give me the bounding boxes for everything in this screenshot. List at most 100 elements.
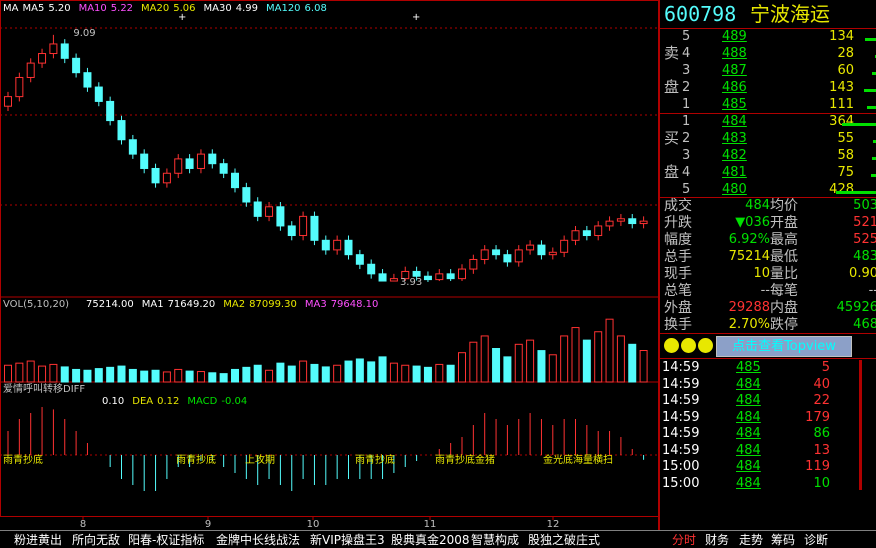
stat-value: --	[868, 283, 876, 298]
candle-body	[231, 172, 239, 189]
candle-body	[15, 76, 24, 98]
volume-bar	[367, 361, 376, 383]
volume-bar	[863, 89, 876, 92]
volume-bar	[503, 356, 512, 383]
candle-body	[60, 43, 69, 59]
quote-panel: 600798 宁波海运卖盘 5 489 134 4 488 28 3 487 60 2 486 143 1 4…	[658, 0, 876, 530]
price: 483	[722, 131, 747, 146]
candle-body	[208, 153, 217, 165]
stat-label: 升跌	[664, 215, 692, 231]
indicator-dot	[681, 338, 696, 353]
legend-value: 5.22	[111, 3, 133, 14]
volume-bar	[174, 368, 183, 383]
candle-body	[265, 206, 274, 217]
stat-label: 成交	[664, 198, 692, 214]
tab[interactable]: 股独之破庄式	[528, 533, 601, 547]
candle-body	[355, 254, 364, 265]
signal-label: 雨青抄底	[3, 453, 43, 466]
level: 2	[682, 131, 691, 146]
candle-body	[321, 239, 330, 251]
right-tab[interactable]: 财务	[705, 533, 730, 547]
trade-time: 14:59	[662, 360, 700, 375]
trade-price: 484	[736, 442, 761, 458]
stat-value: 10	[753, 266, 770, 281]
trade-price: 484	[736, 409, 761, 425]
candle-body	[253, 201, 262, 217]
trade-volume: 5	[821, 360, 830, 375]
level: 3	[682, 63, 691, 78]
volume-bar	[639, 350, 648, 383]
volume-bar	[219, 373, 228, 383]
trade-volume: 119	[805, 459, 830, 474]
tab[interactable]: 粉进黄出	[14, 533, 63, 547]
tab[interactable]: 智慧构成	[471, 533, 520, 547]
tab[interactable]: 股典真金2008	[391, 533, 470, 547]
right-tab[interactable]: 走势	[739, 533, 764, 547]
candle-body	[571, 230, 580, 241]
volume-bar	[571, 327, 580, 383]
right-tab[interactable]: 分时	[672, 533, 697, 547]
price: 482	[722, 148, 747, 163]
header-value: 87099.30	[249, 299, 297, 310]
price: 484	[722, 114, 747, 129]
stat-label: 每笔	[770, 283, 798, 299]
divider	[660, 333, 876, 334]
volume-bar	[872, 72, 876, 75]
tab[interactable]: 所向无敌	[72, 533, 121, 547]
tab[interactable]: 金牌中长线战法	[216, 533, 301, 547]
stat-label: 幅度	[664, 232, 692, 248]
header-name: DEA	[132, 396, 153, 407]
volume-bar	[469, 341, 478, 383]
stock-code: 600798	[664, 2, 737, 26]
candle-body	[344, 239, 353, 256]
stat-value: 0.90	[849, 266, 876, 281]
stat-value: 2.70%	[728, 317, 770, 332]
right-tab[interactable]: 筹码	[771, 533, 796, 547]
volume-bar	[208, 372, 217, 383]
level: 1	[682, 97, 691, 112]
stat-label: 内盘	[770, 300, 798, 316]
tab[interactable]: 新VIP操盘王3	[310, 533, 385, 547]
candle-body	[389, 278, 398, 282]
stat-value: 503	[853, 198, 876, 213]
volume-bar	[299, 360, 308, 383]
candle-body	[185, 158, 194, 169]
divider	[660, 197, 876, 198]
stat-label: 换手	[664, 317, 692, 333]
volume: 428	[829, 182, 854, 197]
candle-body	[49, 43, 58, 55]
candle-body	[560, 239, 569, 253]
candle-body	[514, 249, 523, 263]
volume: 364	[829, 114, 854, 129]
level: 5	[682, 182, 691, 197]
tab[interactable]: 阳春-权证指标	[128, 533, 205, 547]
right-tab[interactable]: 诊断	[804, 533, 829, 547]
topview-button[interactable]: 点击查看Topview	[716, 336, 852, 357]
scrollbar[interactable]	[859, 360, 862, 490]
volume: 111	[829, 97, 854, 112]
candle-body	[83, 72, 92, 88]
volume-bar	[355, 358, 364, 383]
stat-label: 现手	[664, 266, 692, 282]
price: 486	[722, 80, 747, 95]
volume-bar	[458, 352, 466, 383]
stat-value: 483	[853, 249, 876, 264]
volume-bar	[26, 360, 35, 383]
cross: +	[412, 12, 420, 23]
max-label: 9.09	[73, 28, 95, 39]
candle-body	[276, 206, 285, 227]
trade-volume: 10	[813, 475, 830, 491]
volume: 55	[837, 131, 854, 146]
signal-label: 雨青抄底金猪	[435, 453, 495, 466]
header-value: -0.04	[221, 396, 247, 407]
level: 5	[682, 29, 691, 44]
volume: 28	[837, 46, 854, 61]
volume-bar	[514, 343, 523, 383]
volume-bar	[253, 364, 262, 383]
volume-bar	[526, 339, 535, 383]
volume: 60	[837, 63, 854, 78]
frame	[0, 0, 659, 517]
volume-bar	[389, 362, 398, 383]
trade-price: 484	[736, 475, 761, 491]
candle-body	[628, 218, 637, 225]
